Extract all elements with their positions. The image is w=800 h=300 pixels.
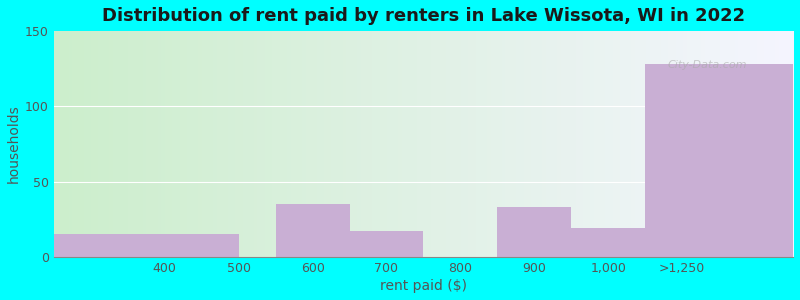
Bar [498,207,571,257]
Bar [571,228,646,257]
Bar [350,231,423,257]
Text: City-Data.com: City-Data.com [667,60,747,70]
Bar [276,204,350,257]
Y-axis label: households: households [7,104,21,183]
X-axis label: rent paid ($): rent paid ($) [380,279,467,293]
Bar [646,64,793,257]
Bar [54,234,238,257]
Title: Distribution of rent paid by renters in Lake Wissota, WI in 2022: Distribution of rent paid by renters in … [102,7,745,25]
